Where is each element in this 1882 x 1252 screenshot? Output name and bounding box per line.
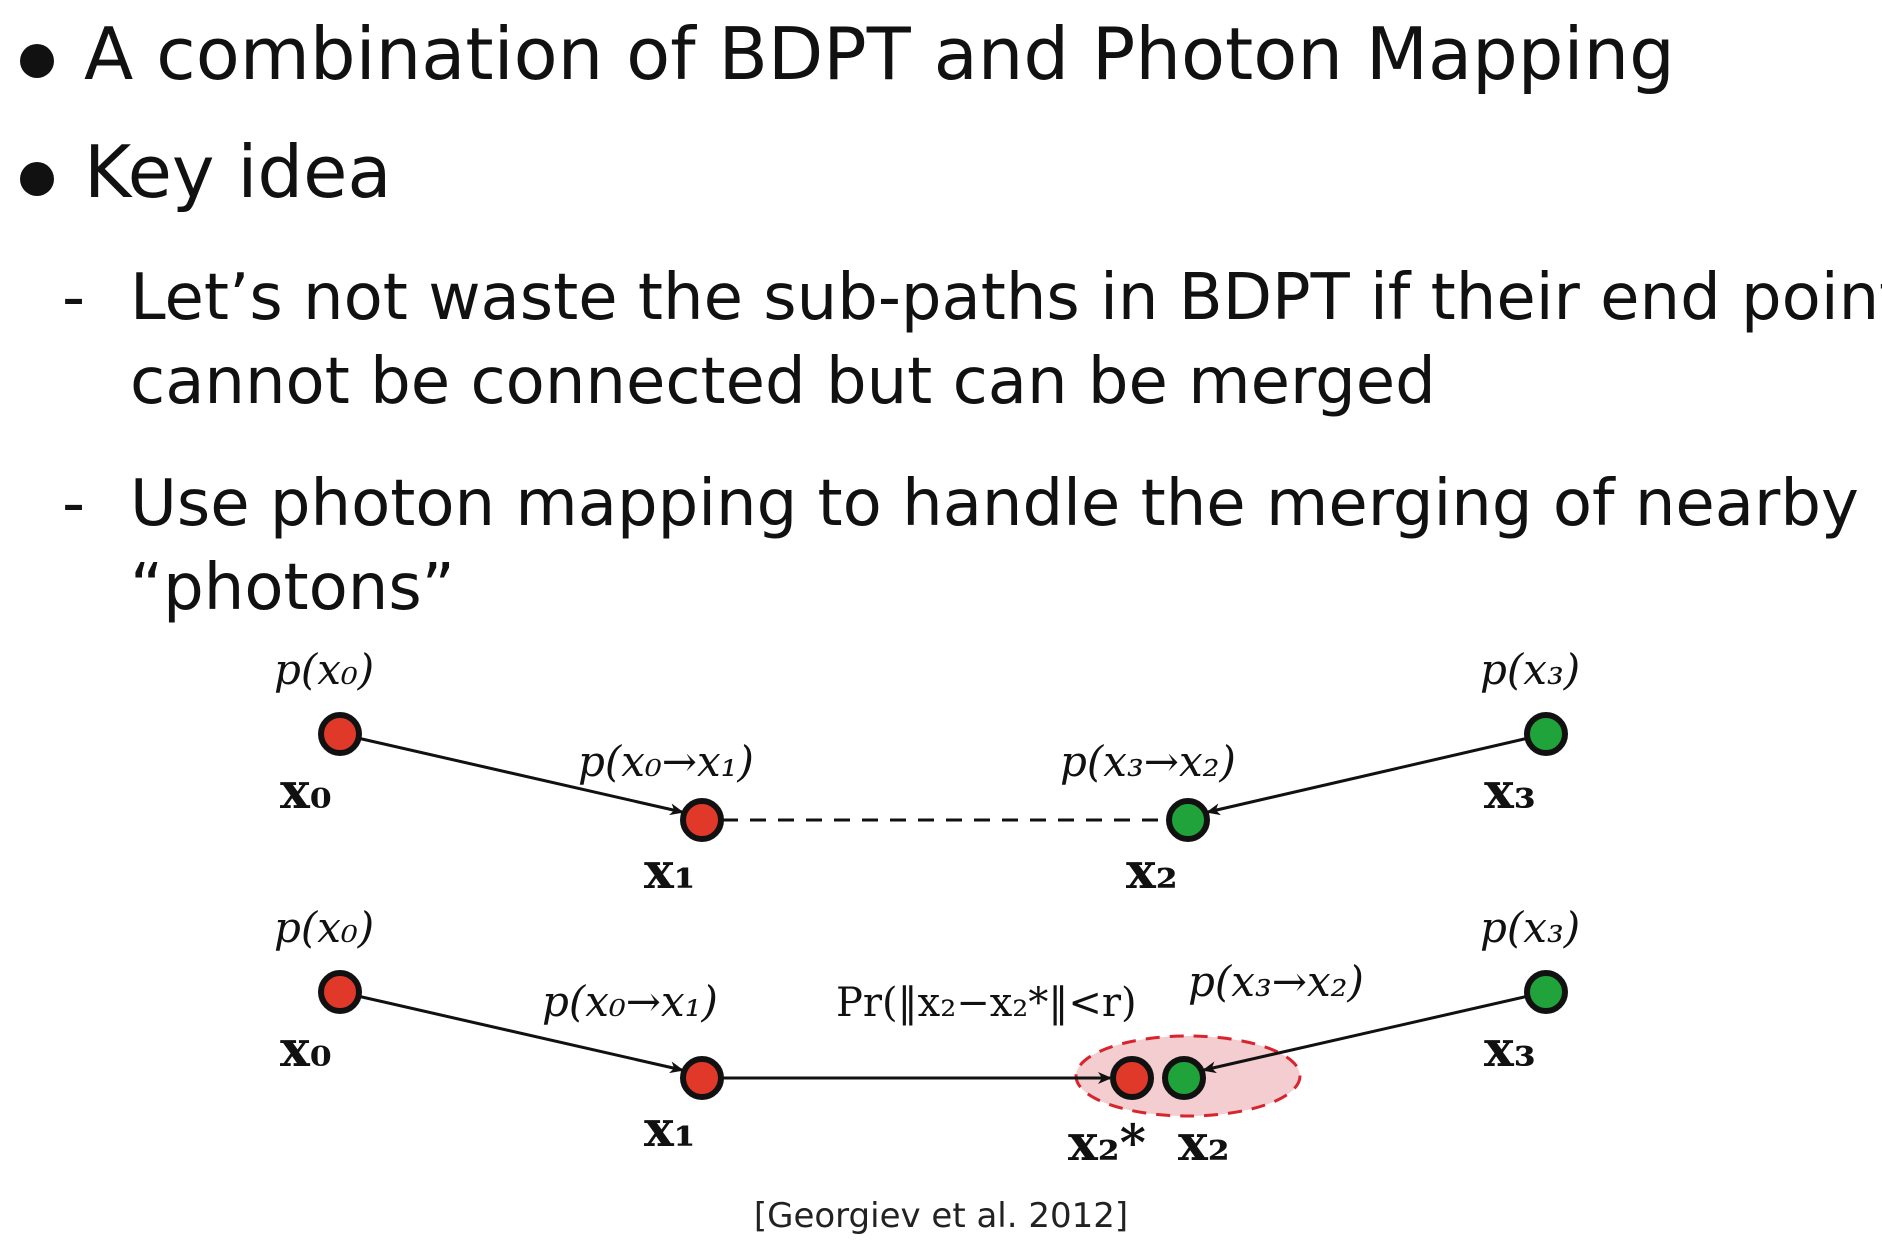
bullet-dot-icon <box>20 162 54 196</box>
sub-bullet-line: Let’s not waste the sub-paths in BDPT if… <box>130 261 1882 335</box>
node-x0-red <box>318 712 362 756</box>
node-x3-green <box>1524 712 1568 756</box>
label-p-x0: p(x₀) <box>274 903 374 952</box>
label-x3: x₃ <box>1484 761 1536 820</box>
bottom-diagram: p(x₀) p(x₃) p(x₀→x₁) Pr(‖x₂−x₂*‖<r) p(x₃… <box>274 903 1580 1172</box>
bullet-text: Key idea <box>84 130 392 214</box>
sub-bullet-marker: - <box>62 261 86 335</box>
node-x1-red <box>680 798 724 842</box>
bullet-text: A combination of BDPT and Photon Mapping <box>84 12 1675 96</box>
edge-x0-x1 <box>339 732 684 816</box>
label-x1: x₁ <box>644 841 696 900</box>
label-p-x0: p(x₀) <box>274 645 374 694</box>
edge-x3-x2 <box>1202 990 1547 1074</box>
citation: [Georgiev et al. 2012] <box>753 1196 1129 1236</box>
label-p-x3: p(x₃) <box>1480 645 1580 694</box>
edge-x3-x2 <box>1206 732 1547 816</box>
sub-bullet-line: cannot be connected but can be merged <box>130 345 1436 419</box>
label-x3: x₃ <box>1484 1019 1536 1078</box>
sub-bullet-line: Use photon mapping to handle the merging… <box>130 467 1859 541</box>
vcm-path-diagram: p(x₀) p(x₃) p(x₀→x₁) p(x₃→x₂) x₀ x₁ x₂ x… <box>274 645 1580 1172</box>
node-x2star-red <box>1110 1056 1154 1100</box>
label-p-x0-x1: p(x₀→x₁) <box>542 977 718 1026</box>
label-x0: x₀ <box>280 1019 332 1078</box>
sub-bullet-marker: - <box>62 467 86 541</box>
label-p-x3-x2: p(x₃→x₂) <box>1060 737 1236 786</box>
top-diagram: p(x₀) p(x₃) p(x₀→x₁) p(x₃→x₂) x₀ x₁ x₂ x… <box>274 645 1580 900</box>
label-x2: x₂ <box>1178 1113 1230 1172</box>
edge-x0-x1 <box>339 990 684 1074</box>
label-p-x3-x2: p(x₃→x₂) <box>1188 957 1364 1006</box>
bullet-dot-icon <box>20 44 54 78</box>
sub-bullet-line: “photons” <box>130 551 455 625</box>
node-x0-red <box>318 970 362 1014</box>
node-x2-green <box>1162 1056 1206 1100</box>
label-p-x0-x1: p(x₀→x₁) <box>578 737 754 786</box>
node-x1-red <box>680 1056 724 1100</box>
label-x2: x₂ <box>1126 841 1178 900</box>
node-x2-green <box>1166 798 1210 842</box>
node-x3-green <box>1524 970 1568 1014</box>
label-x1: x₁ <box>644 1099 696 1158</box>
label-p-x3: p(x₃) <box>1480 903 1580 952</box>
label-pr-merge: Pr(‖x₂−x₂*‖<r) <box>836 980 1137 1026</box>
label-x2star: x₂* <box>1068 1113 1146 1172</box>
label-x0: x₀ <box>280 761 332 820</box>
